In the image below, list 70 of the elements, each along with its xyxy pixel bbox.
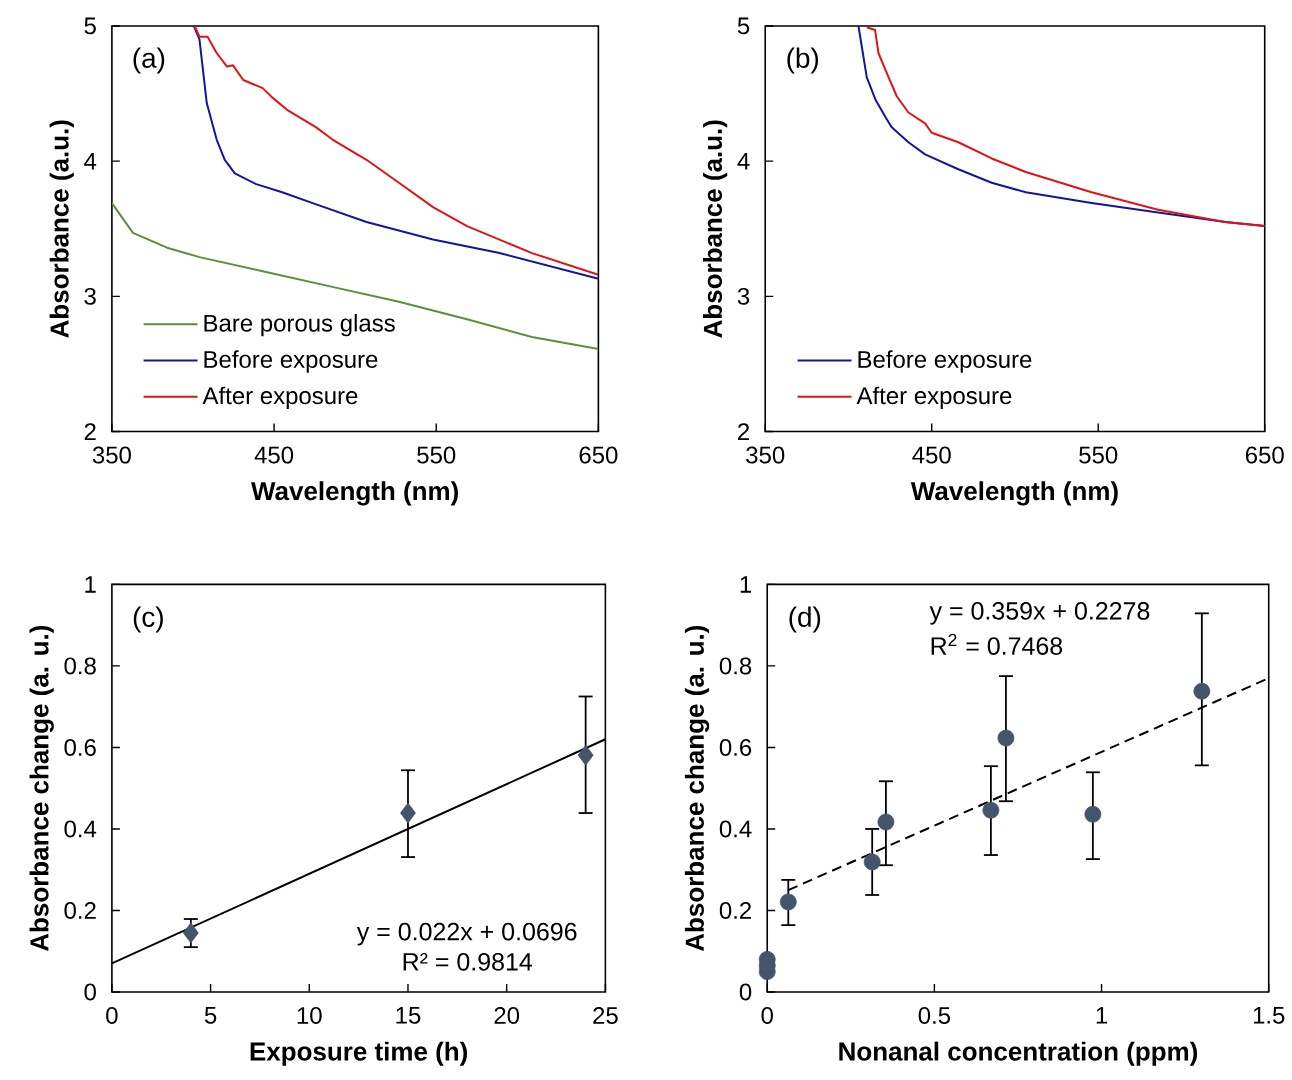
annotation: y = 0.022x + 0.0696 (356, 922, 577, 946)
x-tick-label: 450 (912, 446, 951, 464)
y-tick-label: 1 (740, 576, 752, 593)
x-tick-label: 25 (593, 1007, 618, 1025)
legend-label: Before exposure (204, 350, 378, 373)
x-tick-label: 350 (92, 446, 131, 464)
y-tick-label: 0 (739, 983, 752, 1001)
point (1193, 682, 1211, 700)
y-axis-title: Absorbance (a.u.) (702, 120, 728, 338)
line-series (111, 202, 599, 351)
y-tick-label: 2 (738, 423, 750, 440)
y-tick-label: 0.8 (64, 657, 96, 675)
point (997, 729, 1015, 747)
x-axis-title: Exposure time (h) (250, 1041, 468, 1066)
point (1084, 805, 1102, 823)
y-axis-title: Absorbance change (a. u.) (29, 625, 54, 952)
x-axis-title: Nonanal concentration (ppm) (839, 1041, 1198, 1066)
x-tick-label: 1 (1096, 1007, 1108, 1024)
x-axis-title: Wavelength (nm) (251, 481, 458, 506)
point (982, 801, 1000, 819)
x-tick-label: 650 (1245, 446, 1284, 464)
point (779, 893, 797, 911)
annotation: R$^{2}$ = 0.7468 (931, 633, 1063, 655)
y-tick-label: 0.2 (64, 902, 96, 920)
y-tick-label: 5 (737, 17, 750, 35)
y-tick-label: 0.4 (719, 820, 752, 838)
x-tick-label: 1.5 (1253, 1007, 1285, 1024)
y-tick-label: 0.4 (64, 820, 97, 838)
x-tick-label: 550 (1079, 446, 1118, 464)
annotation: (a) (133, 47, 165, 74)
x-tick-label: 550 (417, 446, 456, 464)
x-tick-label: 350 (746, 446, 785, 464)
y-tick-label: 2 (84, 423, 96, 440)
y-tick-label: 0.2 (719, 902, 752, 920)
x-tick-label: 15 (396, 1007, 421, 1024)
y-tick-label: 1 (85, 576, 96, 593)
x-tick-label: 0 (761, 1007, 773, 1025)
x-tick-label: 10 (297, 1007, 322, 1025)
legend-label: After exposure (856, 386, 1012, 409)
annotation: (d) (789, 606, 821, 633)
legend-label: Bare porous glass (204, 314, 395, 337)
y-tick-label: 0.8 (719, 657, 752, 675)
y-axis-title: Absorbance change (a. u.) (684, 625, 710, 952)
legend-label: Before exposure (858, 350, 1032, 373)
point (863, 853, 881, 871)
x-tick-label: 20 (494, 1007, 520, 1025)
annotation: R² = 0.9814 (403, 953, 533, 971)
x-tick-label: 5 (204, 1007, 217, 1024)
x-axis-title: Wavelength (nm) (910, 481, 1118, 506)
annotation: y = 0.359x + 0.2278 (929, 602, 1150, 625)
y-tick-label: 5 (84, 17, 96, 35)
legend-label: After exposure (202, 386, 358, 409)
annotation: (b) (787, 47, 819, 74)
y-axis-title: Absorbance (a.u.) (49, 120, 74, 338)
annotation: (c) (133, 606, 163, 633)
point (182, 922, 199, 944)
y-tick-label: 4 (84, 152, 97, 170)
y-tick-label: 3 (737, 287, 750, 305)
x-tick-label: 0 (106, 1007, 118, 1025)
point (577, 744, 594, 766)
y-tick-label: 0.6 (719, 739, 752, 756)
point (877, 813, 895, 831)
y-tick-label: 4 (737, 152, 750, 170)
x-tick-label: 0.5 (918, 1007, 951, 1025)
x-tick-label: 650 (579, 446, 618, 464)
y-tick-label: 0.6 (64, 739, 96, 756)
y-tick-label: 0 (84, 983, 96, 1001)
point (400, 802, 416, 824)
x-tick-label: 450 (254, 446, 294, 464)
y-tick-label: 3 (84, 287, 96, 305)
